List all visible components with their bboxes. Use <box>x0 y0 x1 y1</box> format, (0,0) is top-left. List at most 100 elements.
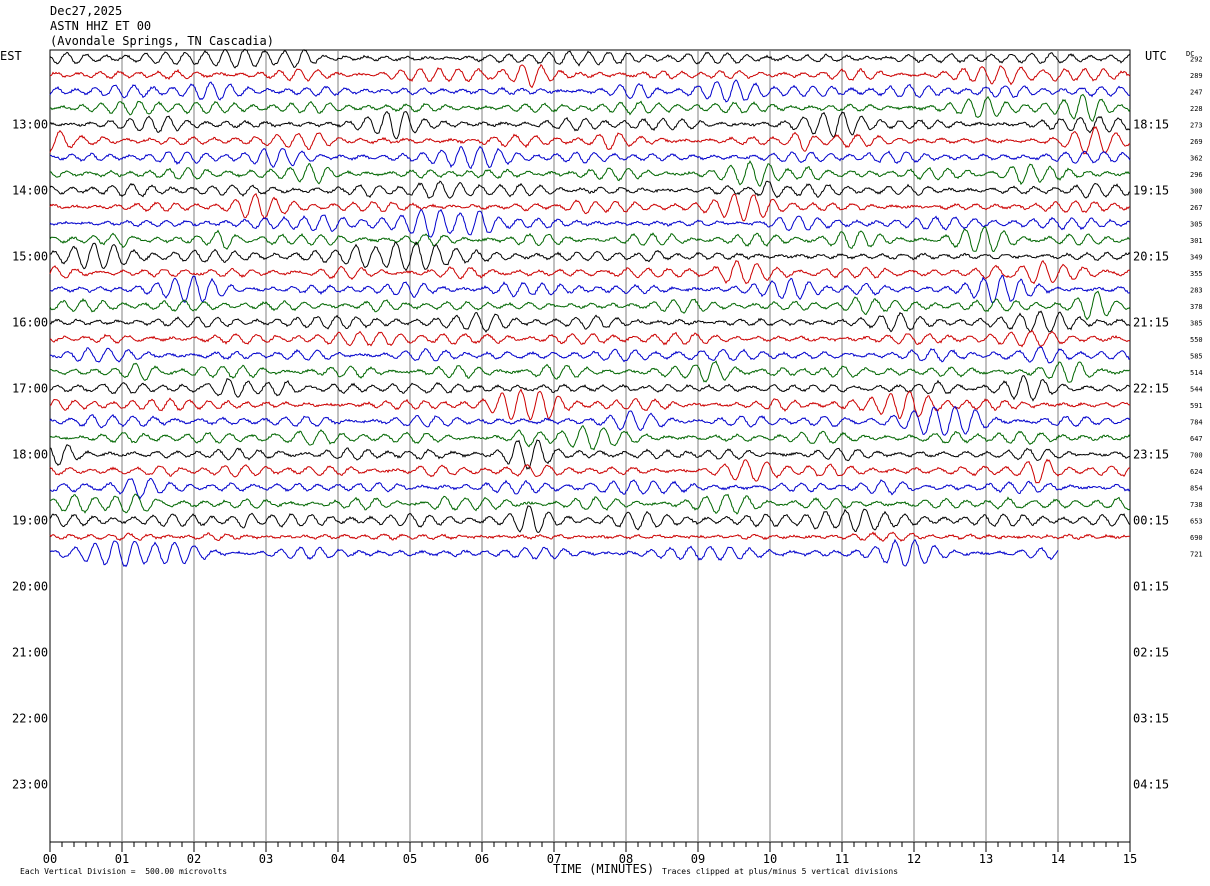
dc-offset-label: 514 <box>1190 369 1203 377</box>
x-tick-label: 02 <box>187 852 201 866</box>
x-tick-label: 00 <box>43 852 57 866</box>
x-axis-title: TIME (MINUTES) <box>553 862 655 876</box>
dc-offset-label: 300 <box>1190 187 1203 195</box>
plot-date: Dec27,2025 <box>50 4 123 18</box>
dc-header-label: DC <box>1186 50 1194 58</box>
dc-offset-label: 591 <box>1190 402 1203 410</box>
x-tick-label: 13 <box>979 852 993 866</box>
seismic-trace <box>49 48 1131 69</box>
seismic-trace <box>49 260 1131 285</box>
dc-offset-label: 273 <box>1190 121 1203 129</box>
dc-offset-label: 362 <box>1190 154 1203 162</box>
seismic-trace <box>49 310 1131 333</box>
right-hour-label: 02:15 <box>1133 645 1169 659</box>
seismic-trace <box>49 93 1131 122</box>
left-hour-label: 17:00 <box>12 381 48 395</box>
seismic-trace <box>49 110 1131 140</box>
left-hour-label: 14:00 <box>12 183 48 197</box>
seismic-trace <box>49 439 1131 470</box>
seismic-trace <box>49 79 1131 103</box>
right-hour-label: 22:15 <box>1133 381 1169 395</box>
left-timezone-label: EST <box>0 49 22 63</box>
dc-offset-label: 721 <box>1190 550 1203 558</box>
dc-offset-label: 283 <box>1190 286 1203 294</box>
left-hour-label: 21:00 <box>12 645 48 659</box>
dc-offset-label: 550 <box>1190 336 1203 344</box>
dc-offset-label: 296 <box>1190 171 1203 179</box>
seismic-trace <box>49 538 1059 568</box>
x-tick-label: 12 <box>907 852 921 866</box>
seismic-trace <box>49 458 1131 484</box>
dc-offset-label: 738 <box>1190 501 1203 509</box>
seismic-trace <box>49 493 1131 515</box>
dc-offset-label: 385 <box>1190 319 1203 327</box>
dc-offset-label: 289 <box>1190 72 1203 80</box>
x-tick-label: 03 <box>259 852 273 866</box>
dc-offset-label: 854 <box>1190 484 1203 492</box>
seismic-trace <box>49 388 1131 421</box>
right-timezone-label: UTC <box>1145 49 1167 63</box>
seismic-trace <box>49 375 1131 402</box>
seismic-trace <box>49 145 1131 170</box>
left-hour-label: 20:00 <box>12 579 48 593</box>
x-tick-label: 11 <box>835 852 849 866</box>
right-hour-label: 23:15 <box>1133 447 1169 461</box>
dc-offset-label: 269 <box>1190 138 1203 146</box>
dc-offset-label: 349 <box>1190 253 1203 261</box>
dc-offset-label: 247 <box>1190 88 1203 96</box>
seismic-trace <box>49 241 1131 272</box>
dc-offset-label: 544 <box>1190 385 1203 393</box>
dc-offset-label: 653 <box>1190 517 1203 525</box>
seismic-trace <box>49 63 1131 89</box>
seismic-trace <box>49 125 1131 155</box>
left-hour-label: 19:00 <box>12 513 48 527</box>
seismic-trace <box>49 345 1131 364</box>
seismic-trace <box>49 505 1131 534</box>
dc-offset-label: 305 <box>1190 220 1203 228</box>
x-tick-label: 15 <box>1123 852 1137 866</box>
dc-offset-label: 355 <box>1190 270 1203 278</box>
seismic-trace <box>49 360 1131 383</box>
x-tick-label: 09 <box>691 852 705 866</box>
seismic-trace <box>49 531 1130 542</box>
right-hour-label: 03:15 <box>1133 711 1169 725</box>
x-tick-label: 05 <box>403 852 417 866</box>
x-tick-label: 06 <box>475 852 489 866</box>
dc-offset-label: 292 <box>1190 55 1203 63</box>
seismic-trace <box>49 329 1131 349</box>
left-hour-label: 18:00 <box>12 447 48 461</box>
right-hour-label: 04:15 <box>1133 777 1169 791</box>
x-tick-label: 14 <box>1051 852 1065 866</box>
x-tick-label: 10 <box>763 852 777 866</box>
dc-offset-label: 378 <box>1190 303 1203 311</box>
right-hour-label: 01:15 <box>1133 579 1169 593</box>
x-tick-label: 07 <box>547 852 561 866</box>
seismic-trace <box>49 290 1131 321</box>
dc-offset-label: 301 <box>1190 237 1203 245</box>
seismic-trace <box>49 405 1131 436</box>
left-hour-label: 15:00 <box>12 249 48 263</box>
seismic-trace <box>49 424 1131 451</box>
x-tick-label: 08 <box>619 852 633 866</box>
seismic-trace <box>49 274 1131 304</box>
seismic-trace <box>49 477 1131 500</box>
x-tick-label: 01 <box>115 852 129 866</box>
dc-offset-label: 267 <box>1190 204 1203 212</box>
station-id: ASTN HHZ ET 00 <box>50 19 152 33</box>
left-hour-label: 16:00 <box>12 315 48 329</box>
dc-offset-label: 647 <box>1190 435 1203 443</box>
dc-offset-label: 784 <box>1190 418 1203 426</box>
dc-offset-label: 585 <box>1190 352 1203 360</box>
seismic-trace <box>49 193 1131 222</box>
seismic-trace <box>49 225 1130 253</box>
seismic-trace <box>49 208 1131 238</box>
left-hour-label: 13:00 <box>12 117 48 131</box>
seismic-trace <box>49 180 1131 199</box>
right-hour-label: 21:15 <box>1133 315 1169 329</box>
dc-offset-label: 624 <box>1190 468 1203 476</box>
right-hour-label: 00:15 <box>1133 513 1169 527</box>
left-hour-label: 23:00 <box>12 777 48 791</box>
left-hour-label: 22:00 <box>12 711 48 725</box>
scale-note: Each Vertical Division = 500.00 microvol… <box>20 867 228 876</box>
